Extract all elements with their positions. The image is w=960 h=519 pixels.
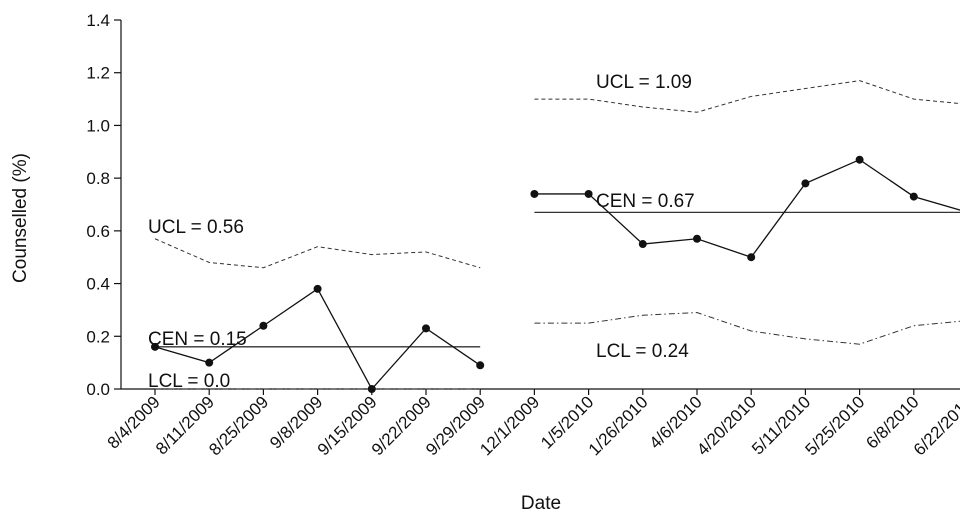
lcl-line-phase-2 [534,312,960,345]
y-tick-label: 0.2 [86,327,110,346]
data-point [638,240,647,249]
data-point [313,284,322,293]
y-tick-label: 0.6 [86,222,110,241]
y-tick-label: 1.0 [86,116,110,135]
data-point [693,234,701,243]
y-tick-label: 1.4 [86,11,110,30]
data-point [476,361,485,370]
ucl-label-phase-1: UCL = 0.56 [148,217,244,238]
y-tick-label: 0.8 [86,169,110,188]
lcl-label-phase-2: LCL = 0.24 [596,341,689,362]
x-tick-label: 12/1/2009 [476,392,543,459]
data-point [422,324,430,333]
y-tick-label: 1.2 [86,64,110,83]
cen-label-phase-2: CEN = 0.67 [596,191,695,212]
x-tick-label: 4/20/2010 [693,392,760,459]
y-tick-label: 0.0 [86,380,110,399]
data-point [151,342,159,351]
ucl-label-phase-2: UCL = 1.09 [596,72,692,93]
x-tick-label: 1/26/2010 [585,392,652,459]
y-axis-title: Counselled (%) [10,153,31,283]
data-point [584,189,593,198]
x-tick-label: 5/25/2010 [802,392,869,459]
data-point [801,179,810,188]
lcl-label-phase-1: LCL = 0.0 [148,371,230,392]
data-point [909,192,918,201]
data-point [747,253,756,262]
data-point [530,189,539,198]
cen-label-phase-1: CEN = 0.15 [148,329,247,350]
x-axis-title: Date [521,493,561,514]
data-point [367,385,376,393]
x-tick-label: 8/25/2009 [205,392,272,459]
ucl-line-phase-2 [534,80,960,113]
y-tick-label: 0.4 [86,275,110,294]
data-point [259,321,268,330]
data-point [205,358,214,367]
ucl-line-phase-1 [154,238,481,269]
data-point [855,155,864,164]
